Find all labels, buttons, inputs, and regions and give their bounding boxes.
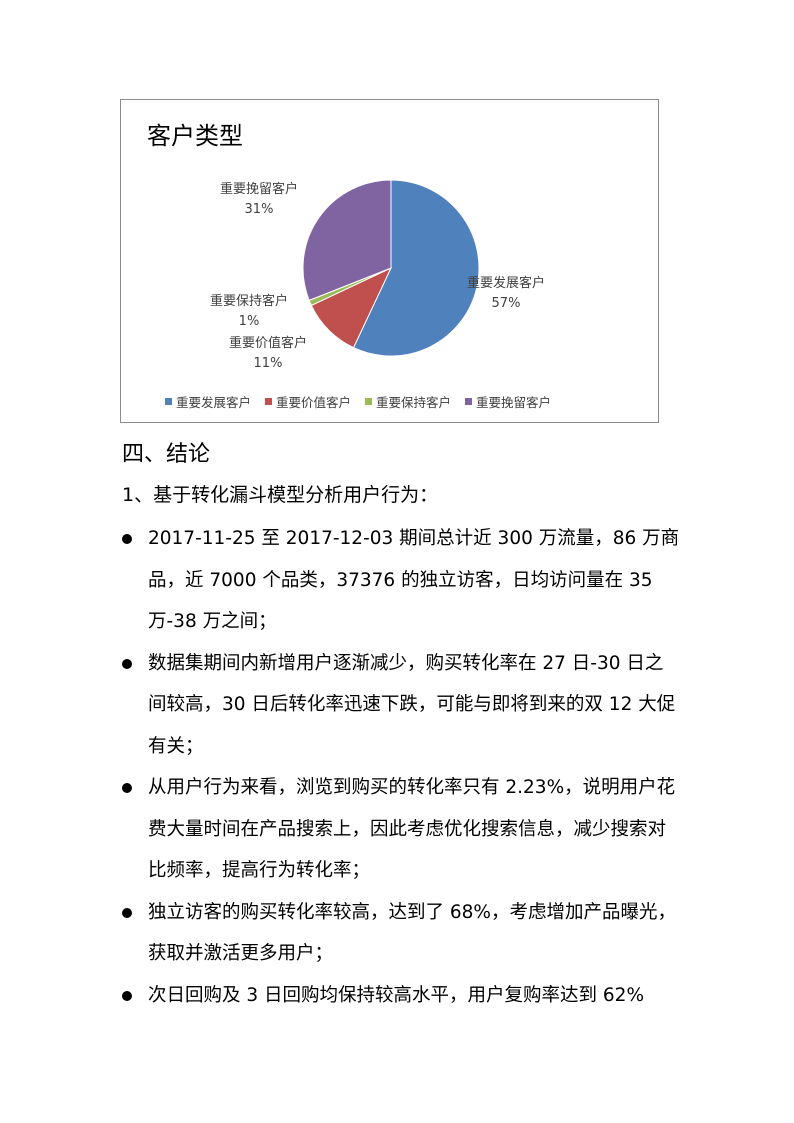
pie-label-retain: 重要保持客户 1%	[209, 294, 289, 329]
legend-swatch	[165, 398, 172, 405]
pie-chart: 客户类型 重要发展客户 57% 重要价值客户 11% 重要保持客户 1% 重要挽…	[120, 99, 659, 423]
bullet-icon	[122, 534, 132, 544]
list-item: 独立访客的购买转化率较高，达到了 68%，考虑增加产品曝光，获取并激活更多用户；	[120, 892, 680, 975]
list-item: 数据集期间内新增用户逐渐减少，购买转化率在 27 日-30 日之间较高，30 日…	[120, 643, 680, 768]
pie-label-value: 重要价值客户 11%	[228, 336, 308, 371]
sub-heading: 1、基于转化漏斗模型分析用户行为：	[122, 484, 439, 506]
conclusion-list: 2017-11-25 至 2017-12-03 期间总计近 300 万流量，86…	[120, 518, 680, 1016]
bullet-icon	[122, 907, 132, 918]
list-item: 次日回购及 3 日回购均保持较高水平，用户复购率达到 62%	[120, 975, 680, 1017]
legend-swatch	[365, 398, 373, 405]
legend-item-retain: 重要保持客户	[365, 392, 451, 411]
pie-slice-recover	[302, 179, 392, 302]
chart-title: 客户类型	[147, 122, 243, 150]
pie-slice-development	[352, 179, 480, 357]
legend-item-development: 重要发展客户	[165, 392, 251, 411]
section-heading: 四、结论	[122, 442, 211, 467]
bullet-icon	[122, 990, 132, 1001]
legend-item-recover: 重要挽留客户	[465, 392, 551, 411]
pie-label-development: 重要发展客户 57%	[466, 276, 546, 311]
pie-chart-plot	[302, 179, 480, 357]
list-item: 从用户行为来看，浏览到购买的转化率只有 2.23%，说明用户花费大量时间在产品搜…	[120, 767, 680, 892]
pie-label-recover: 重要挽留客户 31%	[219, 182, 299, 217]
bullet-icon	[122, 783, 132, 793]
list-item: 2017-11-25 至 2017-12-03 期间总计近 300 万流量，86…	[120, 518, 680, 643]
chart-legend: 重要发展客户 重要价值客户 重要保持客户 重要挽留客户	[165, 392, 551, 411]
legend-swatch	[265, 398, 273, 405]
legend-swatch	[465, 398, 473, 405]
bullet-icon	[122, 658, 132, 669]
legend-item-value: 重要价值客户	[265, 392, 351, 411]
